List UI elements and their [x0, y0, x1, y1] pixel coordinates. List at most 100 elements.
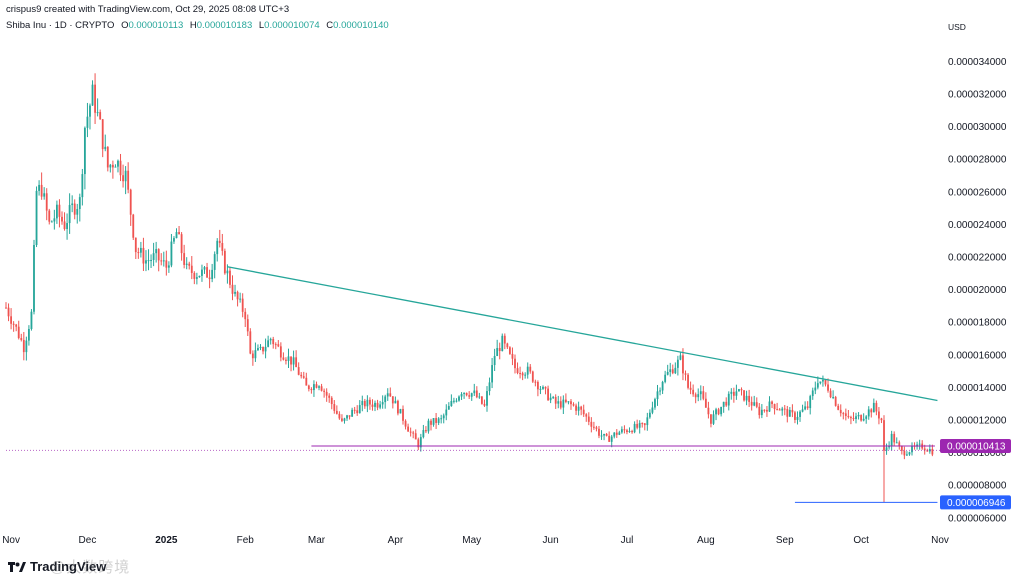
candle-up [162, 260, 165, 262]
y-tick-label: 0.000026000 [948, 187, 1007, 198]
candle-down [10, 316, 13, 324]
tradingview-logo[interactable]: TradingView [8, 559, 106, 574]
candle-up [381, 402, 384, 405]
candle-down [694, 394, 697, 398]
candle-up [735, 391, 738, 396]
x-tick-label: 2025 [155, 535, 178, 546]
x-tick-label: Mar [308, 535, 326, 546]
candle-up [715, 409, 717, 415]
candle-down [193, 272, 196, 279]
candle-down [178, 232, 180, 235]
candle-down [590, 421, 593, 427]
candle-down [106, 146, 109, 168]
candle-up [603, 433, 605, 436]
x-tick-label: Apr [388, 535, 404, 546]
candle-down [827, 384, 829, 391]
y-tick-label: 0.000020000 [948, 285, 1007, 296]
candle-down [356, 410, 359, 414]
candle-up [781, 408, 784, 411]
candle-down [900, 446, 903, 451]
candle-up [809, 396, 812, 409]
candle-up [35, 190, 38, 245]
ohlc-high-key: H [189, 20, 197, 31]
candle-up [600, 435, 603, 437]
candle-down [595, 427, 598, 429]
candle-down [923, 448, 926, 451]
candle-up [386, 393, 389, 397]
candle-up [211, 269, 214, 280]
ohlc-close-value: 0.000010140 [333, 20, 389, 31]
candle-down [707, 407, 710, 415]
candle-up [167, 265, 170, 268]
candle-down [371, 404, 374, 407]
candle-down [20, 338, 23, 340]
candle-down [794, 412, 796, 420]
candle-up [366, 399, 369, 407]
y-tick-label: 0.000012000 [948, 416, 1007, 427]
candle-up [753, 402, 756, 406]
candle-up [76, 209, 79, 215]
candle-down [341, 418, 343, 421]
candle-down [262, 346, 264, 352]
candle-up [264, 346, 267, 352]
candle-up [712, 414, 715, 424]
symbol-legend[interactable]: Shiba Inu · 1D · CRYPTO O0.000010113 H0.… [6, 20, 389, 31]
candle-up [25, 340, 28, 353]
candle-up [254, 350, 257, 359]
candle-up [198, 275, 201, 278]
candle-up [679, 355, 682, 360]
candle-down [791, 409, 794, 413]
candle-down [758, 406, 761, 416]
candle-down [310, 389, 313, 391]
y-tick-label: 0.000018000 [948, 318, 1007, 329]
candle-up [727, 393, 730, 406]
candle-up [83, 127, 86, 175]
candle-down [763, 409, 766, 411]
candle-down [223, 250, 226, 274]
candle-down [511, 353, 514, 359]
candle-up [104, 146, 107, 150]
candle-up [804, 406, 807, 410]
candle-down [180, 234, 183, 254]
candle-up [654, 399, 656, 408]
candle-down [852, 418, 855, 420]
candle-up [422, 430, 425, 438]
candle-down [575, 405, 577, 411]
candle-up [447, 406, 450, 410]
candle-up [648, 412, 651, 418]
candle-up [170, 241, 173, 266]
ohlc-open-value: 0.000010113 [128, 20, 184, 31]
candle-down [407, 426, 410, 432]
candle-down [837, 405, 840, 410]
candle-down [229, 270, 231, 285]
candle-up [496, 348, 499, 357]
candle-up [419, 437, 422, 448]
candle-up [213, 254, 216, 270]
candle-down [404, 420, 407, 427]
candle-up [819, 381, 822, 384]
candle-up [38, 184, 41, 191]
candle-down [7, 307, 10, 317]
candle-down [503, 335, 506, 344]
candle-down [740, 389, 743, 391]
candle-up [501, 335, 504, 352]
candle-up [557, 401, 560, 404]
candle-up [478, 396, 481, 398]
candle-down [465, 392, 468, 396]
candle-up [147, 260, 150, 262]
candle-down [519, 373, 521, 375]
candle-down [572, 404, 575, 406]
candle-down [61, 216, 63, 222]
candle-down [898, 442, 901, 447]
candle-down [246, 319, 249, 332]
candle-up [432, 418, 435, 425]
ohlc-close-key: C [326, 20, 334, 31]
candle-down [218, 240, 221, 244]
price-tag [940, 495, 1011, 510]
currency-label[interactable]: USD [948, 22, 966, 32]
candle-up [867, 409, 870, 417]
candle-down [58, 204, 61, 217]
candle-down [626, 430, 628, 433]
candle-down [315, 384, 318, 388]
